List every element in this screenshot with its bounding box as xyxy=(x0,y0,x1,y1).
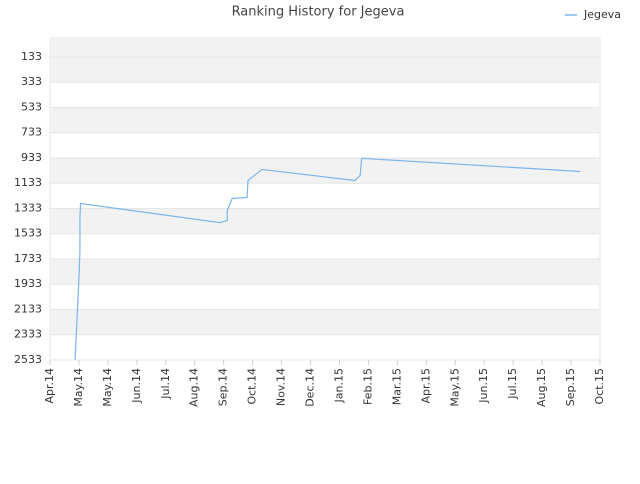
x-tick-label: Feb.15 xyxy=(361,368,374,405)
band xyxy=(50,309,600,335)
x-tick-label: May.14 xyxy=(101,368,114,407)
x-tick-label: Jun.14 xyxy=(130,368,143,404)
x-tick-label: Nov.14 xyxy=(275,368,288,406)
x-tick-label: Mar.15 xyxy=(390,368,403,405)
x-tick-label: Apr.14 xyxy=(43,368,56,404)
x-tick-label: Sep.15 xyxy=(564,368,577,406)
x-tick-label: Jun.15 xyxy=(477,368,490,404)
x-tick-label: Aug.14 xyxy=(188,368,201,407)
band xyxy=(50,157,600,184)
band xyxy=(50,258,600,285)
x-tick-label: Jul.15 xyxy=(506,368,519,400)
legend-label: Jegeva xyxy=(583,8,621,21)
x-tick-label: May.15 xyxy=(448,368,461,407)
y-tick-label: 1133 xyxy=(14,176,42,189)
x-tick-label: Oct.14 xyxy=(246,368,259,405)
y-tick-label: 2333 xyxy=(14,328,42,341)
y-tick-label: 933 xyxy=(21,151,42,164)
band xyxy=(50,107,600,133)
y-tick-label: 1933 xyxy=(14,277,42,290)
y-tick-label: 1533 xyxy=(14,227,42,240)
y-tick-label: 1333 xyxy=(14,201,42,214)
x-tick-label: Jan.15 xyxy=(332,368,345,403)
x-tick-label: Sep.14 xyxy=(217,368,230,406)
x-tick-label: Aug.15 xyxy=(535,368,548,407)
band xyxy=(50,208,600,234)
x-tick-label: Dec.14 xyxy=(304,368,317,407)
series-line xyxy=(74,157,581,361)
y-tick-label: 2133 xyxy=(14,302,42,315)
chart-title: Ranking History for Jegeva xyxy=(232,5,405,20)
x-tick-label: May.14 xyxy=(72,368,85,407)
x-tick-label: Oct.15 xyxy=(593,368,606,405)
band xyxy=(50,56,600,83)
y-tick-label: 333 xyxy=(21,75,42,88)
x-tick-label: Jul.14 xyxy=(159,368,172,400)
y-tick-label: 533 xyxy=(21,100,42,113)
y-tick-label: 1733 xyxy=(14,252,42,265)
band xyxy=(50,38,600,57)
plot-background xyxy=(49,37,601,361)
x-tick-label: Apr.15 xyxy=(419,368,432,404)
y-tick-label: 733 xyxy=(21,126,42,139)
y-tick-label: 2533 xyxy=(14,353,42,366)
y-tick-label: 133 xyxy=(21,50,42,63)
